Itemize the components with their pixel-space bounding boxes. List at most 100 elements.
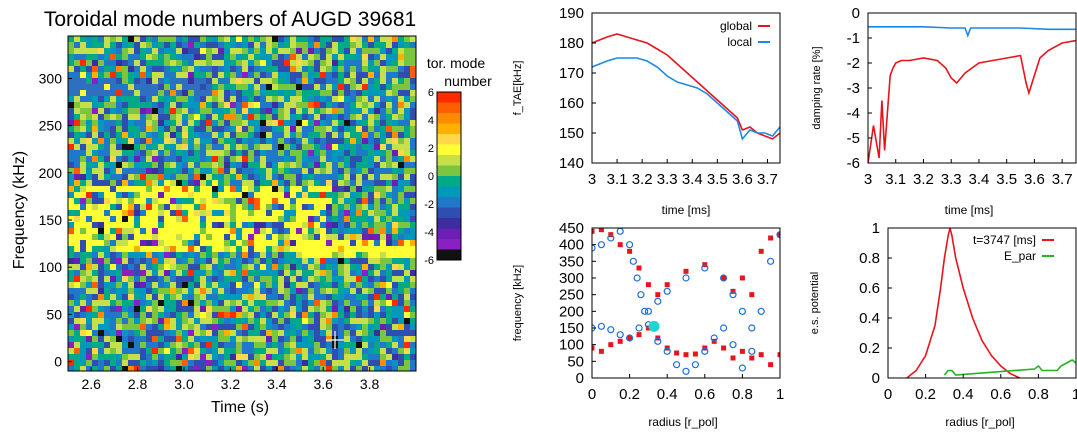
spectrogram-cell [398, 78, 404, 84]
spectrogram-cell [374, 180, 380, 186]
spectrogram-cell [254, 342, 260, 348]
continuum-point-blue [691, 361, 700, 369]
spectrogram-cell [194, 186, 200, 192]
spectrogram-cell [122, 366, 128, 371]
spectrogram-cell [368, 192, 374, 198]
spectrogram-cell [368, 60, 374, 66]
spectrogram-cell [362, 348, 368, 354]
spectrogram-cell [296, 288, 302, 294]
continuum-point-red [739, 275, 745, 281]
spectrogram-cell [92, 216, 98, 222]
spectrogram-cell [110, 54, 116, 60]
spectrogram-cell [146, 330, 152, 336]
spectrogram-cell [404, 216, 410, 222]
spectrogram-cell [224, 78, 230, 84]
spectrogram-cell [176, 162, 182, 168]
spectrogram-cell [128, 60, 134, 66]
spectrogram-cell [104, 336, 110, 342]
spectrogram-cell [158, 222, 164, 228]
spectrogram-cell [164, 180, 170, 186]
spectrogram-cell [176, 120, 182, 126]
spectrogram-cell [302, 252, 308, 258]
spectrogram-cell [128, 114, 134, 120]
spectrogram-cell [116, 192, 122, 198]
spectrogram-cell [266, 114, 272, 120]
continuum-point-red [636, 265, 642, 271]
spectrogram-cell [158, 210, 164, 216]
spectrogram-cell [266, 354, 272, 360]
spectrogram-cell [386, 264, 392, 270]
spectrogram-cell [98, 114, 104, 120]
spectrogram-cell [350, 90, 356, 96]
spectrogram-cell [68, 354, 74, 360]
spectrogram-cell [254, 198, 260, 204]
spectrogram-cell [68, 126, 74, 132]
spectrogram-cell [86, 144, 92, 150]
spectrogram-cell [152, 348, 158, 354]
spectrogram-cell [338, 78, 344, 84]
spectrogram-cell [200, 288, 206, 294]
spectrogram-cell [230, 270, 236, 276]
spectrogram-cell [248, 252, 254, 258]
spectrogram-cell [314, 354, 320, 360]
spectrogram-cell [284, 144, 290, 150]
spectrogram-cell [68, 120, 74, 126]
spectrogram-cell [362, 240, 368, 246]
spectrogram-cell [356, 312, 362, 318]
spectrogram-cell [80, 288, 86, 294]
spectrogram-cell [212, 84, 218, 90]
spectrogram-cell [260, 330, 266, 336]
spectrogram-cell [98, 318, 104, 324]
spectrogram-cell [98, 240, 104, 246]
spectrogram-cell [236, 48, 242, 54]
spectrogram-cell [200, 84, 206, 90]
spectrogram-cell [254, 210, 260, 216]
spectrogram-cell [296, 336, 302, 342]
colorbar-tick-label: 0 [428, 171, 434, 183]
spectrogram-cell [392, 54, 398, 60]
spectrogram-cell [314, 72, 320, 78]
spectrogram-cell [398, 288, 404, 294]
spectrogram-cell [188, 162, 194, 168]
spectrogram-cell [398, 168, 404, 174]
spectrogram-cell [332, 144, 338, 150]
spectrogram-cell [338, 360, 344, 366]
spectrogram-cell [140, 96, 146, 102]
spectrogram-cell [206, 210, 212, 216]
spectrogram-cell [356, 120, 362, 126]
spectrogram-cell [410, 324, 416, 330]
y-tick-label: -2 [847, 55, 860, 72]
spectrogram-cell [92, 114, 98, 120]
spectrogram-cell [236, 354, 242, 360]
spectrogram-cell [104, 294, 110, 300]
spectrogram-cell [188, 108, 194, 114]
spectrogram-cell [350, 132, 356, 138]
spectrogram-cell [302, 318, 308, 324]
spectrogram-cell [320, 312, 326, 318]
spectrogram-cell [398, 126, 404, 132]
spectrogram-cell [236, 60, 242, 66]
spectrogram-cell [104, 330, 110, 336]
spectrogram-cell [152, 318, 158, 324]
spectrogram-cell [302, 270, 308, 276]
spectrogram-cell [284, 276, 290, 282]
spectrogram-cell [284, 120, 290, 126]
spectrogram-cell [212, 288, 218, 294]
spectrogram-cell [68, 258, 74, 264]
spectrogram-cell [314, 360, 320, 366]
spectrogram-cell [80, 66, 86, 72]
continuum-point-red [617, 242, 623, 248]
spectrogram-cell [122, 108, 128, 114]
spectrogram-cell [212, 354, 218, 360]
spectrogram-cell [392, 336, 398, 342]
spectrogram-cell [380, 144, 386, 150]
spectrogram-cell [410, 78, 416, 84]
spectrogram-cell [410, 48, 416, 54]
spectrogram-cell [224, 150, 230, 156]
spectrogram-cell [266, 204, 272, 210]
spectrogram-cell [188, 270, 194, 276]
spectrogram-cell [164, 84, 170, 90]
spectrogram-cell [248, 264, 254, 270]
spectrogram-cell [230, 228, 236, 234]
